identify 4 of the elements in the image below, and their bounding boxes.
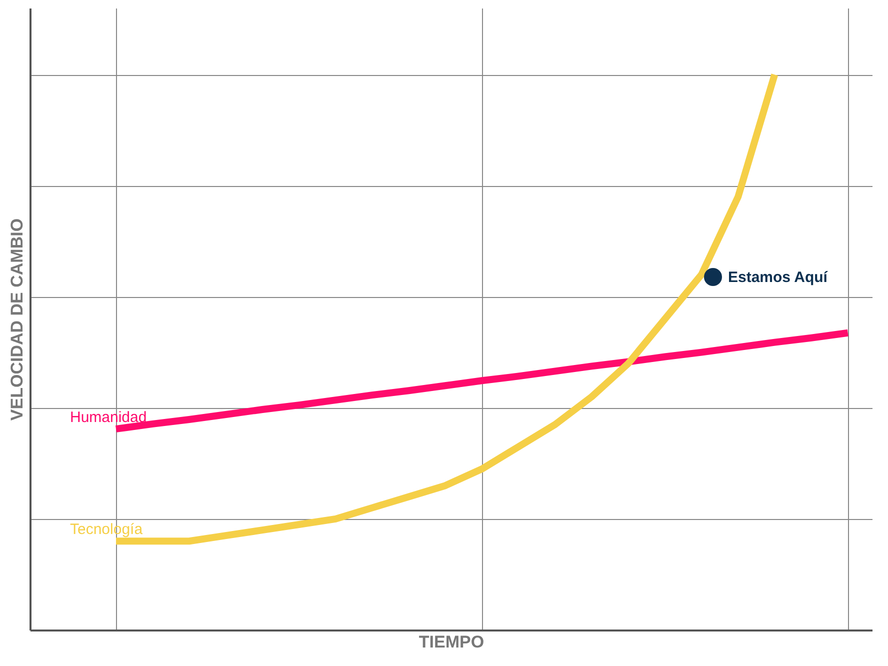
y-axis-title: VELOCIDAD DE CAMBIO [8, 218, 26, 421]
series-label: Humanidad [70, 408, 147, 426]
annotation: Estamos Aquí [728, 268, 828, 286]
x-axis-title: TIEMPO [418, 632, 484, 652]
